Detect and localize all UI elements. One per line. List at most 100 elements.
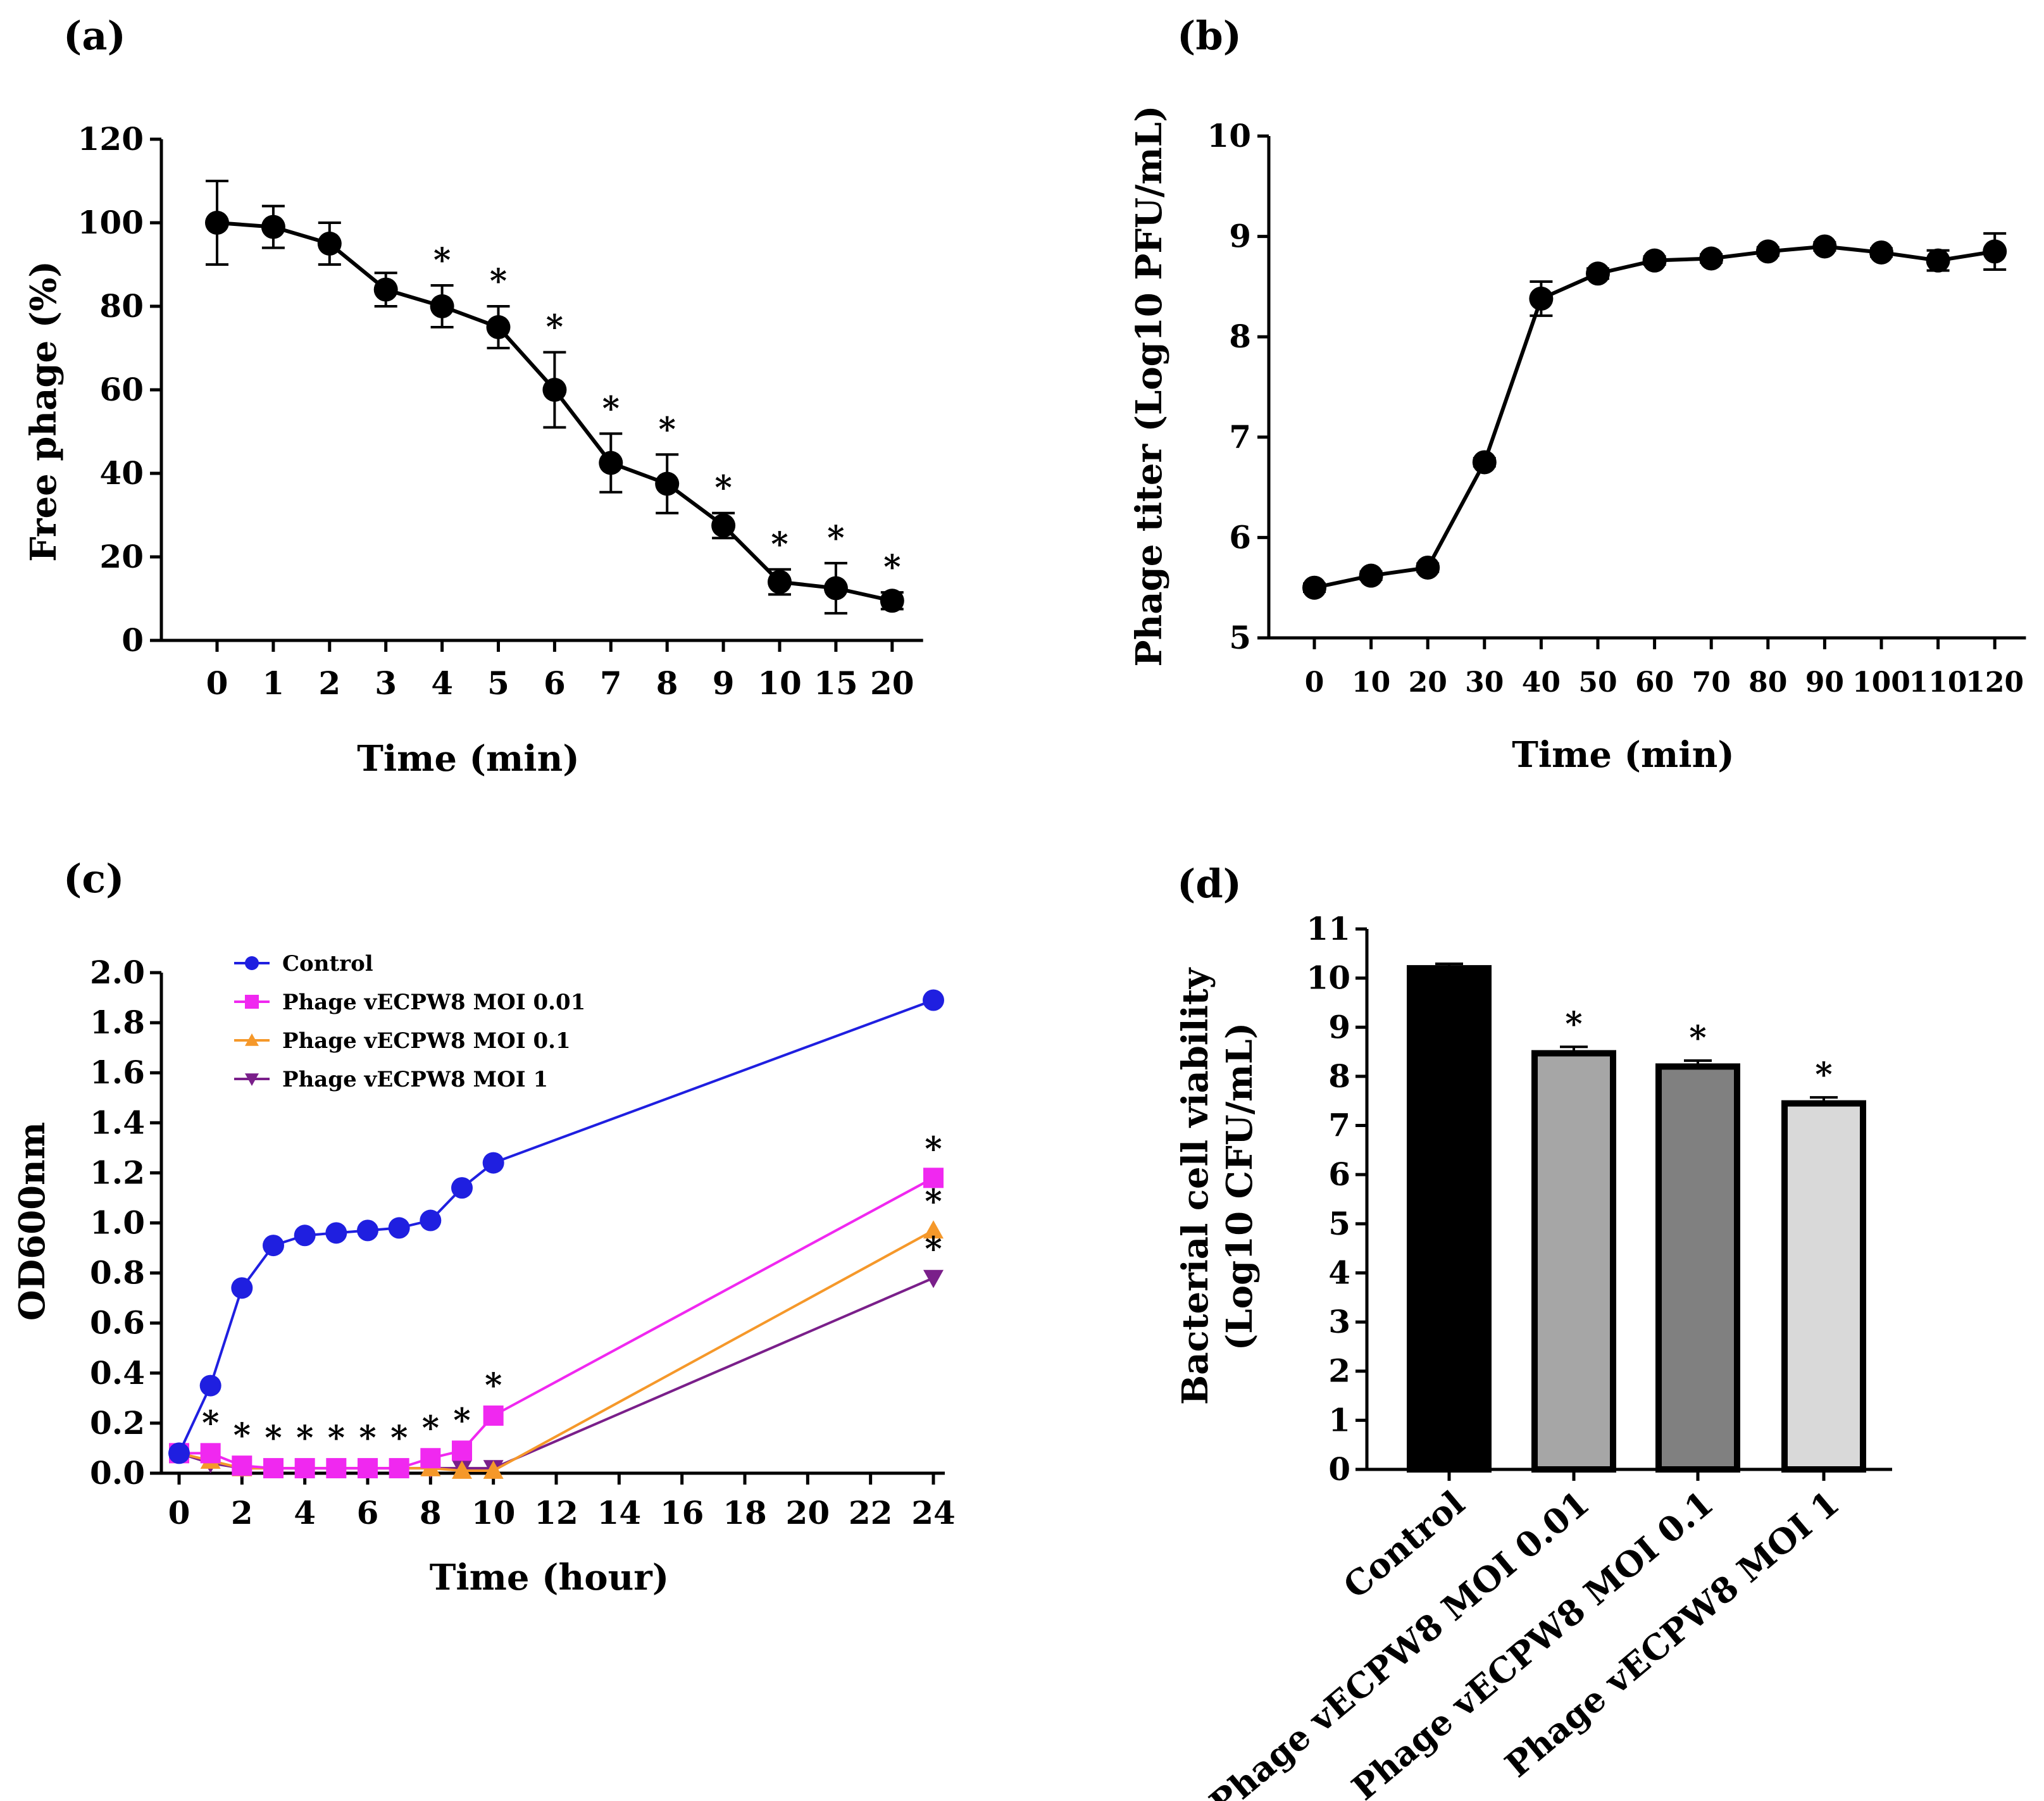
error-bar bbox=[1684, 1059, 1712, 1068]
legend-label: Control bbox=[282, 951, 373, 976]
x-tick-label: 10 bbox=[1352, 666, 1390, 699]
data-point bbox=[823, 576, 848, 601]
x-tick-label: 14 bbox=[597, 1494, 642, 1531]
data-point bbox=[1529, 286, 1554, 311]
x-tick-label: 50 bbox=[1578, 666, 1617, 699]
x-tick-label: 2 bbox=[318, 664, 340, 702]
x-tick-label: 60 bbox=[1635, 666, 1674, 699]
data-point bbox=[1642, 248, 1667, 273]
data-point bbox=[205, 211, 229, 235]
x-tick-label: 20 bbox=[870, 664, 914, 702]
x-tick-label: 2 bbox=[231, 1494, 253, 1531]
x-tick-label: 6 bbox=[357, 1494, 379, 1531]
data-point bbox=[655, 471, 680, 496]
y-tick-label: 9 bbox=[1328, 1008, 1350, 1045]
x-tick-label: 0 bbox=[206, 664, 228, 702]
data-point bbox=[923, 1168, 944, 1188]
significance-star: * bbox=[925, 1230, 942, 1269]
data-point bbox=[200, 1443, 221, 1464]
data-point bbox=[1869, 240, 1893, 265]
significance-star: * bbox=[328, 1419, 345, 1457]
y-tick-label: 8 bbox=[1229, 318, 1251, 355]
significance-star: * bbox=[1689, 1019, 1706, 1057]
data-point bbox=[1416, 555, 1440, 580]
data-point bbox=[452, 1461, 472, 1479]
data-point bbox=[1812, 234, 1837, 259]
legend-marker bbox=[245, 1073, 259, 1086]
significance-star: * bbox=[602, 389, 620, 428]
x-tick-label: 24 bbox=[911, 1494, 956, 1531]
data-point bbox=[430, 294, 454, 318]
data-point bbox=[263, 1458, 284, 1479]
significance-star: * bbox=[433, 241, 451, 280]
data-point bbox=[542, 378, 567, 402]
x-tick-label: 7 bbox=[600, 664, 622, 702]
y-tick-label: 1.8 bbox=[90, 1004, 145, 1041]
y-tick-label: 60 bbox=[99, 371, 144, 408]
data-point bbox=[482, 1152, 504, 1174]
y-tick-label: 40 bbox=[99, 454, 144, 492]
x-tick-label: 10 bbox=[757, 664, 802, 702]
significance-star: * bbox=[422, 1409, 439, 1447]
y-tick-label: 20 bbox=[99, 538, 144, 575]
y-tick-label: 10 bbox=[1306, 959, 1350, 997]
bar bbox=[1531, 1050, 1616, 1473]
y-tick-label: 1.4 bbox=[90, 1104, 145, 1141]
data-point bbox=[389, 1458, 409, 1479]
y-tick-label: 1.2 bbox=[90, 1154, 145, 1191]
data-point bbox=[923, 1269, 944, 1288]
data-point bbox=[452, 1440, 472, 1461]
y-tick-label: 2.0 bbox=[90, 954, 145, 991]
panel-d-ylabel-line2: (Log10 CFU/mL) bbox=[1219, 1023, 1261, 1351]
data-point bbox=[1699, 246, 1724, 271]
data-point bbox=[483, 1405, 504, 1426]
data-point bbox=[768, 570, 792, 594]
data-point bbox=[1586, 261, 1610, 286]
data-point bbox=[326, 1458, 347, 1479]
series-line bbox=[178, 1229, 934, 1473]
data-point bbox=[880, 589, 904, 613]
y-tick-label: 5 bbox=[1229, 619, 1251, 656]
y-tick-label: 1 bbox=[1328, 1401, 1350, 1438]
panel-c: (c) 0.00.20.40.60.81.01.21.41.61.82.00 2 4… bbox=[11, 856, 956, 1598]
panel-c-xlabel: Time (hour) bbox=[430, 1557, 670, 1598]
x-tick-label: 30 bbox=[1465, 666, 1504, 699]
data-point bbox=[325, 1222, 347, 1244]
legend-marker bbox=[245, 995, 259, 1009]
data-point bbox=[1755, 239, 1780, 264]
y-tick-label: 0 bbox=[122, 621, 144, 659]
data-point bbox=[483, 1461, 504, 1479]
x-tick-label: 120 bbox=[1966, 666, 2024, 699]
x-tick-label: 4 bbox=[294, 1494, 316, 1531]
significance-star: * bbox=[202, 1404, 219, 1442]
y-tick-label: 1.6 bbox=[90, 1054, 145, 1091]
legend-label: Phage vECPW8 MOI 0.1 bbox=[282, 1028, 571, 1054]
data-point bbox=[599, 451, 623, 475]
y-tick-label: 4 bbox=[1328, 1254, 1350, 1291]
data-point bbox=[358, 1458, 378, 1479]
series-line bbox=[178, 1276, 934, 1470]
y-tick-label: 10 bbox=[1207, 117, 1251, 154]
y-tick-label: 100 bbox=[78, 204, 144, 241]
y-tick-label: 0 bbox=[1328, 1450, 1350, 1488]
data-point bbox=[294, 1225, 316, 1247]
x-tick-label: 0 bbox=[1305, 666, 1324, 699]
y-tick-label: 6 bbox=[1328, 1156, 1350, 1193]
error-bar bbox=[1810, 1096, 1838, 1105]
significance-star: * bbox=[827, 519, 844, 558]
series-line bbox=[179, 1176, 934, 1470]
data-point bbox=[1983, 239, 2007, 264]
significance-star: * bbox=[485, 1366, 502, 1405]
significance-star: * bbox=[925, 1130, 942, 1168]
significance-star: * bbox=[453, 1401, 470, 1440]
panel-b-ylabel: Phage titer (Log10 PFU/mL) bbox=[1128, 105, 1170, 666]
error-bar bbox=[1560, 1045, 1588, 1055]
significance-star: * bbox=[265, 1419, 282, 1457]
significance-star: * bbox=[296, 1419, 313, 1457]
data-point bbox=[294, 1458, 315, 1479]
